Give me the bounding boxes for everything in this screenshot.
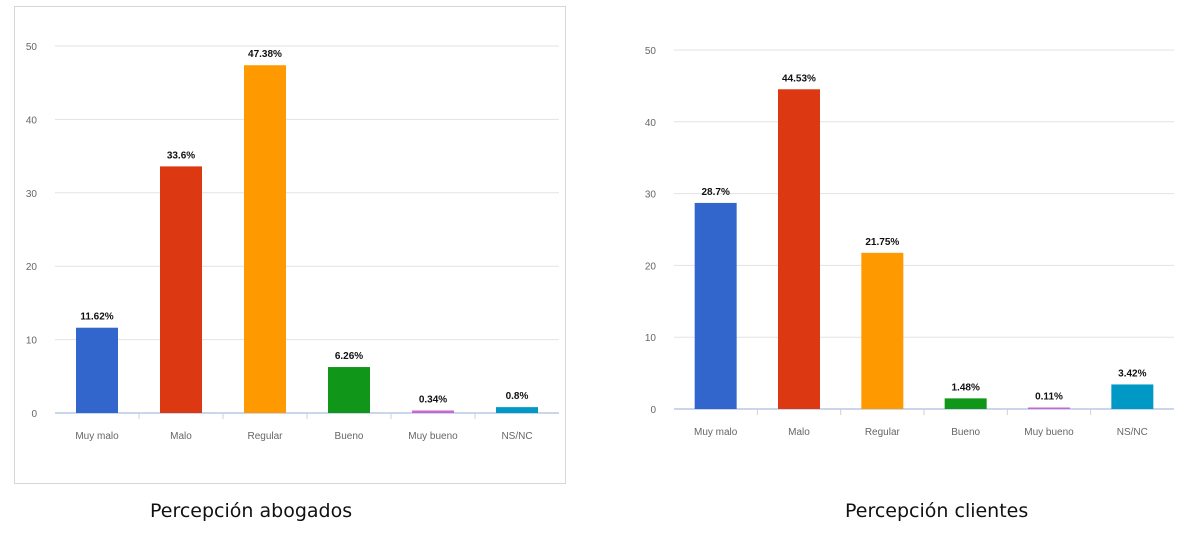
data-label: 6.26% <box>335 351 363 362</box>
category-label: Muy bueno <box>408 431 458 442</box>
category-label: Bueno <box>951 427 980 438</box>
bar-regular <box>861 252 904 409</box>
category-label: Regular <box>865 427 901 438</box>
category-label: Bueno <box>335 431 364 442</box>
y-tick-label: 30 <box>26 189 38 200</box>
data-label: 0.11% <box>1035 392 1063 403</box>
data-label: 3.42% <box>1118 368 1146 379</box>
data-label: 28.7% <box>701 187 729 198</box>
category-label: Malo <box>788 427 810 438</box>
bar-muy-bueno <box>412 410 454 413</box>
category-label: Muy malo <box>694 427 738 438</box>
bar-regular <box>244 65 286 413</box>
y-tick-label: 40 <box>645 118 657 129</box>
bar-muy-bueno <box>1028 407 1070 409</box>
data-label: 44.53% <box>782 73 816 84</box>
bar-bueno <box>328 367 370 413</box>
bar-ns-nc <box>1111 384 1154 409</box>
data-label: 11.62% <box>80 312 113 323</box>
data-label: 21.75% <box>865 237 899 248</box>
data-label: 0.8% <box>506 391 529 402</box>
data-label: 47.38% <box>248 49 282 60</box>
caption-clientes: Percepción clientes <box>845 500 1029 522</box>
y-tick-label: 10 <box>645 333 657 344</box>
caption-abogados: Percepción abogados <box>150 500 353 522</box>
y-tick-label: 50 <box>645 46 657 57</box>
category-label: Malo <box>170 431 192 442</box>
bar-malo <box>160 166 202 413</box>
bar-muy-malo <box>76 327 118 413</box>
data-label: 33.6% <box>167 150 195 161</box>
data-label: 0.34% <box>419 395 447 406</box>
data-label: 1.48% <box>951 382 979 393</box>
chart-abogados-plot: 0 10 20 30 40 50 11.62% Muy malo 33.6% Malo 47.38%… <box>26 42 559 442</box>
bar-muy-malo <box>694 202 737 409</box>
y-tick-label: 30 <box>645 190 657 201</box>
category-label: Muy malo <box>75 431 119 442</box>
bar-bueno <box>944 398 987 409</box>
chart-abogados: 0 10 20 30 40 50 11.62% Muy malo 33.6% Malo 47.38%… <box>14 6 566 484</box>
category-label: Regular <box>247 431 283 442</box>
y-tick-label: 10 <box>26 336 38 347</box>
y-tick-label: 0 <box>650 405 656 416</box>
bar-malo <box>778 89 820 409</box>
category-label: Muy bueno <box>1024 427 1074 438</box>
y-tick-label: 0 <box>31 409 37 420</box>
y-tick-label: 50 <box>26 42 38 53</box>
chart-clientes: 0 10 20 30 40 50 28.7% Muy malo 44.53% Malo 21.75%… <box>630 10 1190 480</box>
y-tick-label: 20 <box>645 261 657 272</box>
category-label: NS/NC <box>1117 427 1148 438</box>
y-tick-label: 40 <box>26 115 38 126</box>
bar-ns-nc <box>496 407 538 413</box>
chart-clientes-plot: 0 10 20 30 40 50 28.7% Muy malo 44.53% Malo 21.75%… <box>645 46 1174 438</box>
y-tick-label: 20 <box>26 262 38 273</box>
category-label: NS/NC <box>501 431 532 442</box>
